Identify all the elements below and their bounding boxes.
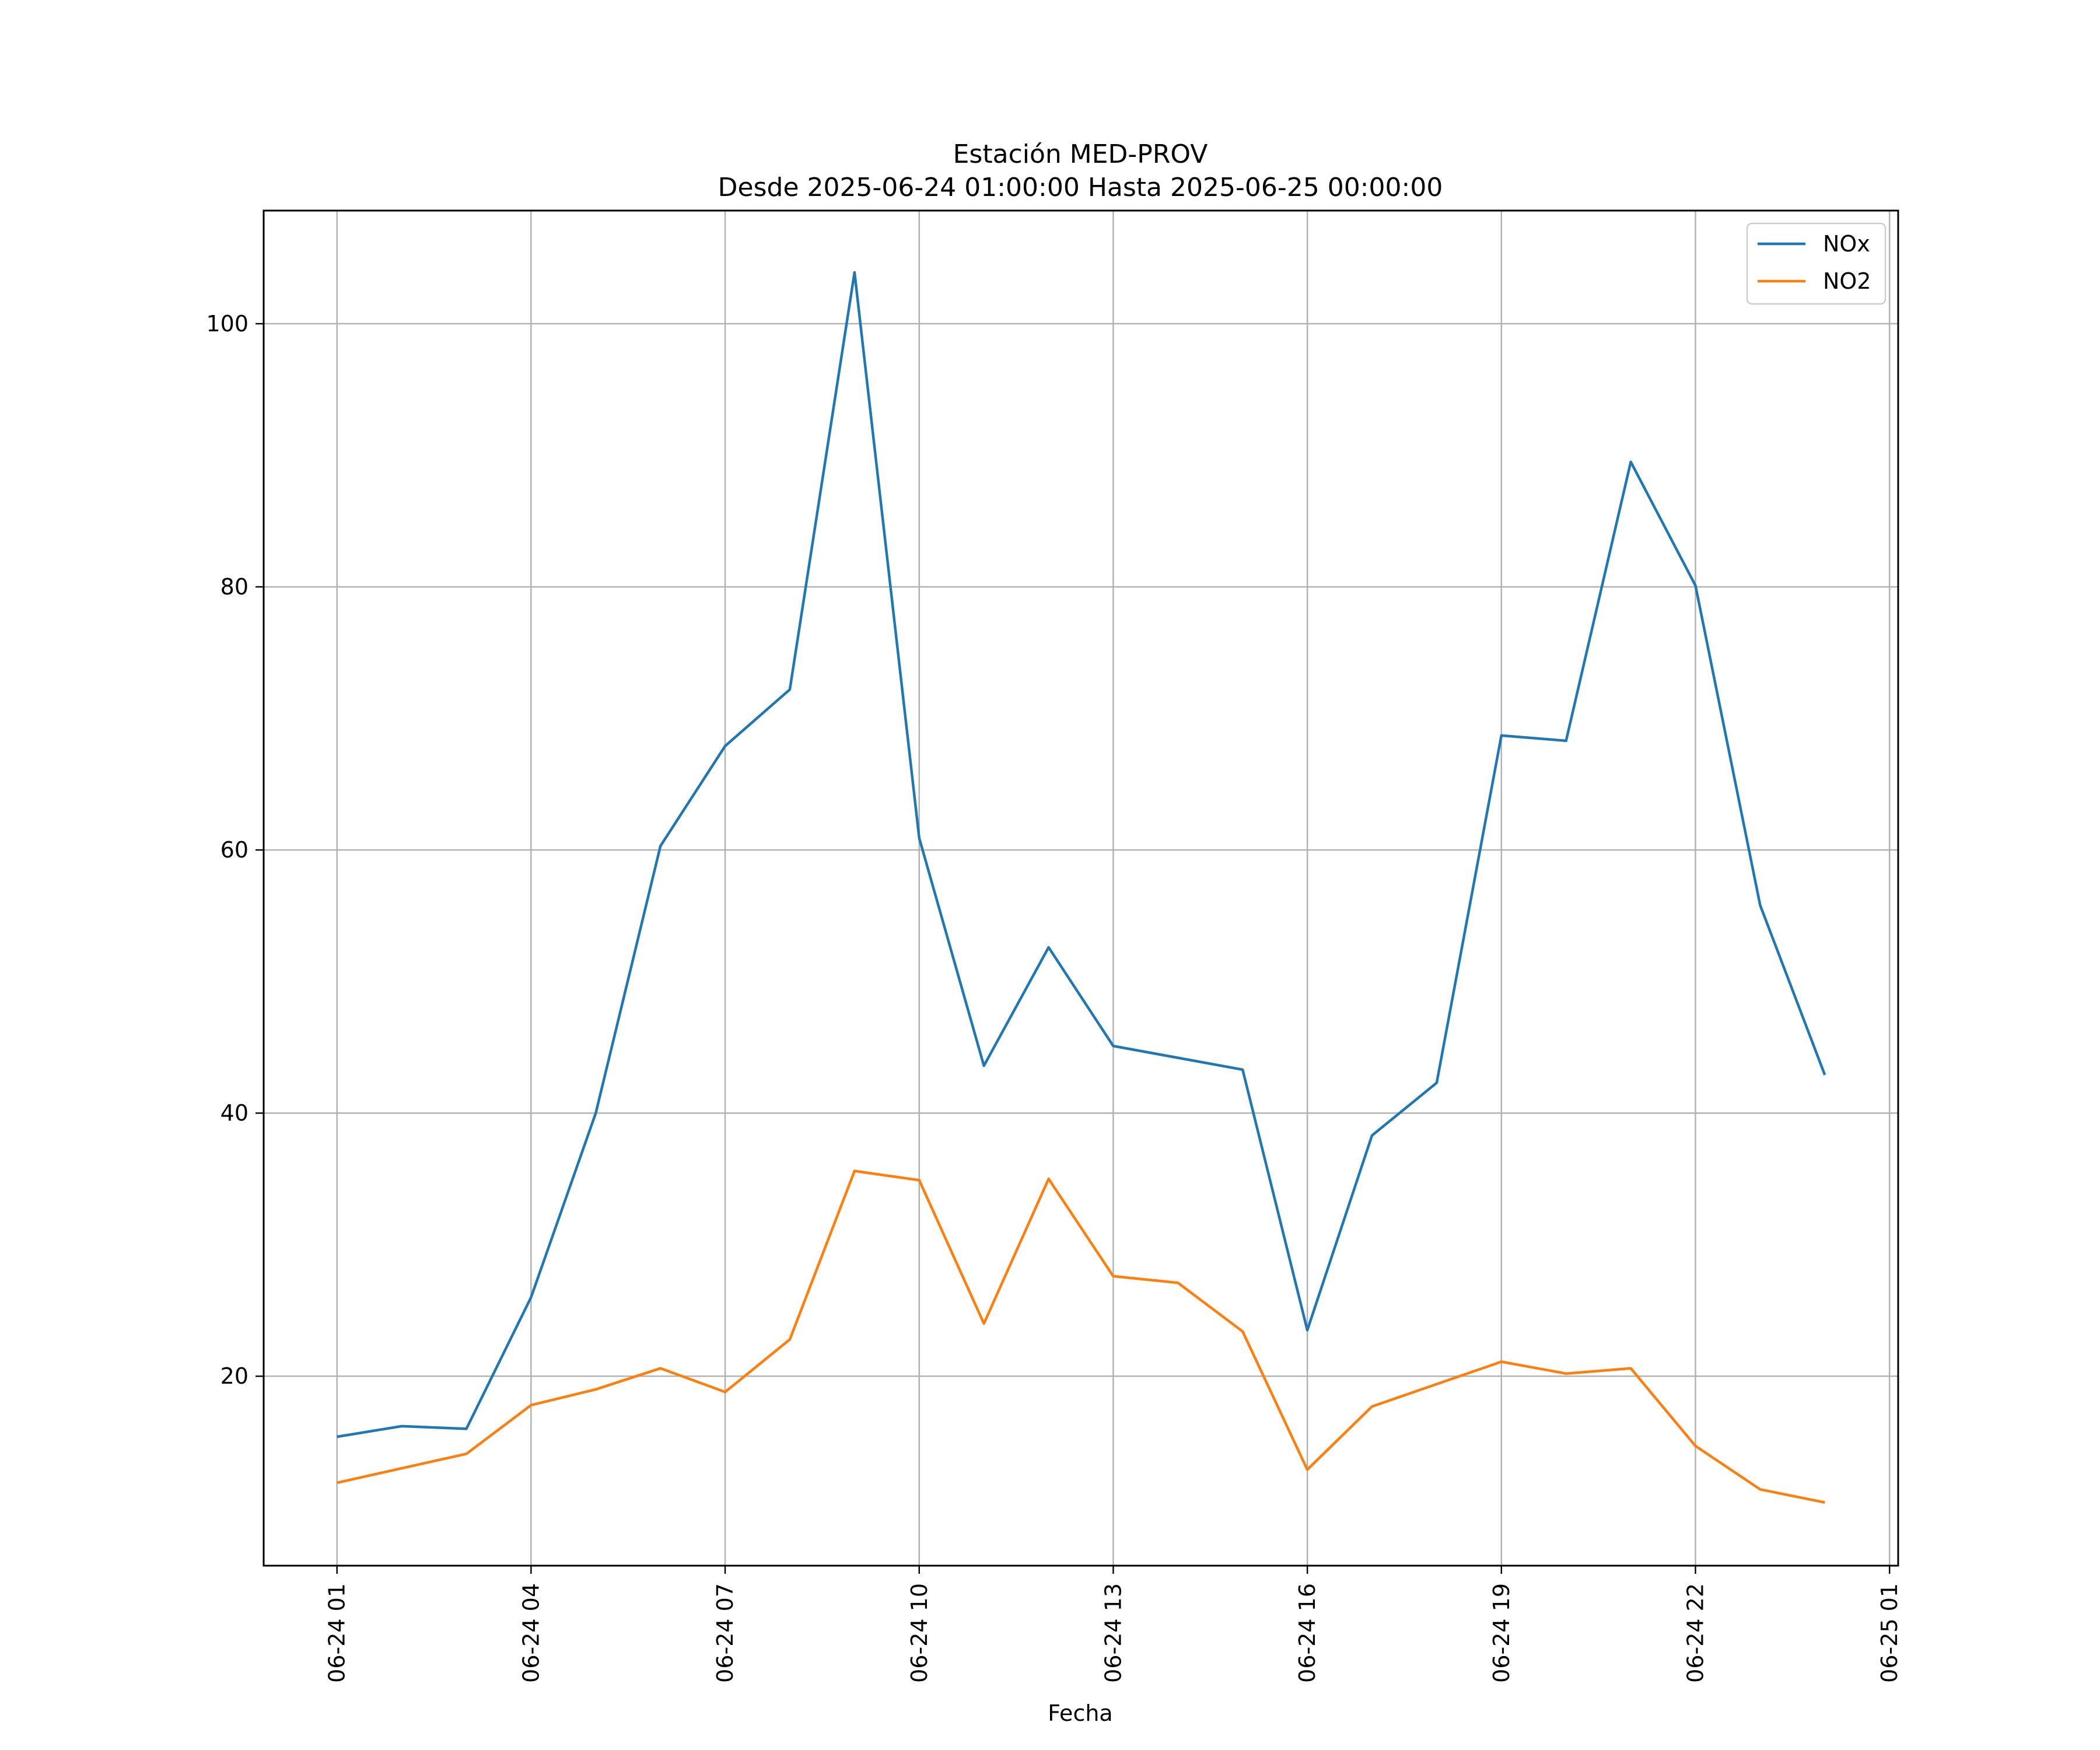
series-layer xyxy=(337,271,1826,1504)
y-tick-label: 40 xyxy=(220,1100,249,1126)
x-tick-label: 06-24 22 xyxy=(1683,1583,1709,1683)
chart-title: Estación MED-PROV xyxy=(953,139,1208,169)
chart-subtitle: Desde 2025-06-24 01:00:00 Hasta 2025-06-… xyxy=(718,173,1443,202)
x-tick-label: 06-24 01 xyxy=(324,1583,350,1683)
tick-layer: 06-24 01 06-24 04 06-24 07 06-24 10 06-24 13… xyxy=(206,311,1902,1683)
y-tick-label: 60 xyxy=(220,837,249,863)
y-tick-label: 20 xyxy=(220,1363,249,1389)
x-tick-label: 06-24 19 xyxy=(1489,1583,1514,1683)
x-tick-label: 06-25 01 xyxy=(1877,1583,1902,1683)
series-line-no2 xyxy=(337,1170,1825,1504)
x-axis-label: Fecha xyxy=(1048,1700,1112,1726)
y-tick-label: 80 xyxy=(220,574,249,600)
grid-layer xyxy=(264,211,1898,1566)
x-tick-label: 06-24 04 xyxy=(518,1583,544,1683)
legend-label-no2: NO2 xyxy=(1823,268,1871,294)
y-tick-label: 100 xyxy=(206,311,249,337)
plot-frame xyxy=(262,209,1899,1567)
legend: NOx NO2 xyxy=(1746,222,1887,305)
legend-label-nox: NOx xyxy=(1823,231,1870,257)
series-line-nox xyxy=(337,271,1826,1438)
x-tick-label: 06-24 07 xyxy=(712,1583,738,1683)
x-tick-label: 06-24 13 xyxy=(1100,1583,1126,1683)
x-tick-label: 06-24 16 xyxy=(1294,1583,1320,1683)
x-tick-label: 06-24 10 xyxy=(907,1583,932,1683)
